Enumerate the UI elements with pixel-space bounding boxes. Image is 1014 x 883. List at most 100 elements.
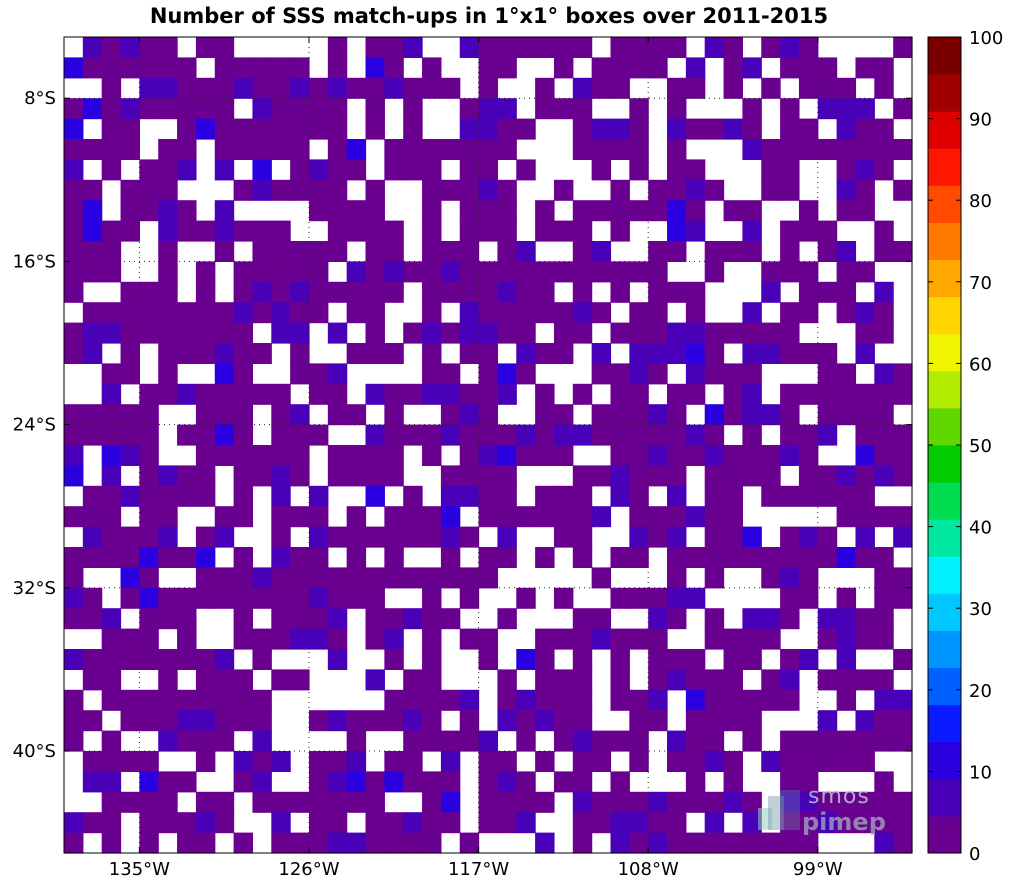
heatmap-cell — [214, 118, 235, 140]
heatmap-cell — [553, 322, 574, 344]
heatmap-cell — [704, 445, 725, 466]
heatmap-cell — [591, 139, 612, 160]
colorbar-tick-label: 70 — [969, 273, 992, 294]
heatmap-cell — [798, 261, 819, 283]
heatmap-cell — [591, 791, 612, 813]
heatmap-cell — [685, 118, 706, 140]
heatmap-cell — [572, 200, 593, 222]
heatmap-cell — [572, 465, 593, 487]
heatmap-cell — [327, 608, 348, 630]
heatmap-cell — [855, 669, 875, 691]
heatmap-cell — [82, 302, 103, 324]
heatmap-cell — [422, 791, 442, 813]
heatmap-cell — [667, 587, 687, 609]
heatmap-cell — [139, 567, 159, 589]
heatmap-cell — [459, 118, 480, 140]
heatmap-cell — [704, 669, 725, 691]
heatmap-cell — [723, 363, 743, 385]
heatmap-cell — [780, 730, 800, 752]
heatmap-cell — [195, 404, 216, 426]
heatmap-cell — [761, 547, 781, 568]
heatmap-cell — [497, 363, 517, 385]
heatmap-cell — [271, 404, 291, 426]
heatmap-cell — [422, 179, 442, 201]
heatmap-cell — [535, 343, 555, 364]
heatmap-cell — [252, 77, 272, 99]
heatmap-cell — [780, 343, 800, 364]
heatmap-cell — [629, 689, 649, 711]
heatmap-cell — [158, 791, 178, 813]
heatmap-cell — [459, 445, 480, 466]
heatmap-cell — [139, 57, 159, 79]
heatmap-cell — [365, 710, 385, 732]
heatmap-cell — [742, 383, 762, 405]
heatmap-cell — [346, 281, 367, 303]
heatmap-cell — [459, 281, 480, 303]
heatmap-cell — [478, 281, 499, 303]
heatmap-cell — [384, 404, 404, 426]
heatmap-cell — [403, 771, 423, 793]
colorbar-segment — [928, 593, 961, 631]
heatmap-cell — [516, 159, 536, 181]
heatmap-cell — [384, 37, 404, 58]
heatmap-cell — [214, 710, 235, 732]
heatmap-cell — [195, 281, 216, 303]
colorbar-segment — [928, 333, 961, 372]
heatmap-cell — [667, 669, 687, 691]
heatmap-cell — [704, 343, 725, 364]
heatmap-cell — [667, 77, 687, 99]
heatmap-cell — [553, 669, 574, 691]
heatmap-cell — [64, 241, 84, 262]
heatmap-cell — [478, 628, 499, 650]
heatmap-cell — [572, 710, 593, 732]
heatmap-cell — [855, 200, 875, 222]
heatmap-cell — [610, 118, 630, 140]
heatmap-cell — [478, 343, 499, 364]
heatmap-cell — [591, 363, 612, 385]
heatmap-cell — [195, 37, 216, 58]
heatmap-cell — [761, 485, 781, 507]
heatmap-cell — [101, 608, 122, 630]
heatmap-cell — [798, 730, 819, 752]
heatmap-cell — [572, 771, 593, 793]
heatmap-cell — [893, 98, 913, 120]
heatmap-cell — [704, 118, 725, 140]
heatmap-cell — [64, 608, 84, 630]
heatmap-cell — [120, 424, 140, 446]
heatmap-cell — [629, 730, 649, 752]
heatmap-cell — [780, 261, 800, 283]
heatmap-cell — [685, 771, 706, 793]
heatmap-cell — [742, 445, 762, 466]
heatmap-cell — [365, 485, 385, 507]
heatmap-cell — [497, 424, 517, 446]
heatmap-cell — [308, 547, 329, 568]
heatmap-cell — [836, 281, 857, 303]
heatmap-cell — [365, 567, 385, 589]
heatmap-cell — [742, 98, 762, 120]
heatmap-cell — [139, 751, 159, 772]
heatmap-cell — [610, 445, 630, 466]
heatmap-cell — [817, 139, 838, 160]
heatmap-cell — [120, 547, 140, 568]
colorbar-tick-label: 100 — [969, 28, 1003, 49]
heatmap-cell — [629, 139, 649, 160]
heatmap-cell — [327, 567, 348, 589]
heatmap-cell — [478, 159, 499, 181]
heatmap-cell — [139, 281, 159, 303]
heatmap-cell — [817, 547, 838, 568]
heatmap-cell — [535, 445, 555, 466]
heatmap-cell — [497, 37, 517, 58]
heatmap-cell — [290, 608, 310, 630]
heatmap-cell — [874, 547, 894, 568]
heatmap-cell — [233, 608, 254, 630]
heatmap-cell — [158, 322, 178, 344]
heatmap-cell — [836, 465, 857, 487]
heatmap-cell — [798, 526, 819, 548]
heatmap-cell — [648, 261, 668, 283]
heatmap-cell — [459, 200, 480, 222]
heatmap-cell — [64, 567, 84, 589]
heatmap-cell — [780, 159, 800, 181]
heatmap-cell — [384, 281, 404, 303]
heatmap-cell — [855, 302, 875, 324]
heatmap-cell — [667, 608, 687, 630]
